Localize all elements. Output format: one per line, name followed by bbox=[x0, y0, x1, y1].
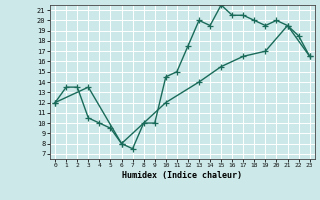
X-axis label: Humidex (Indice chaleur): Humidex (Indice chaleur) bbox=[122, 171, 243, 180]
